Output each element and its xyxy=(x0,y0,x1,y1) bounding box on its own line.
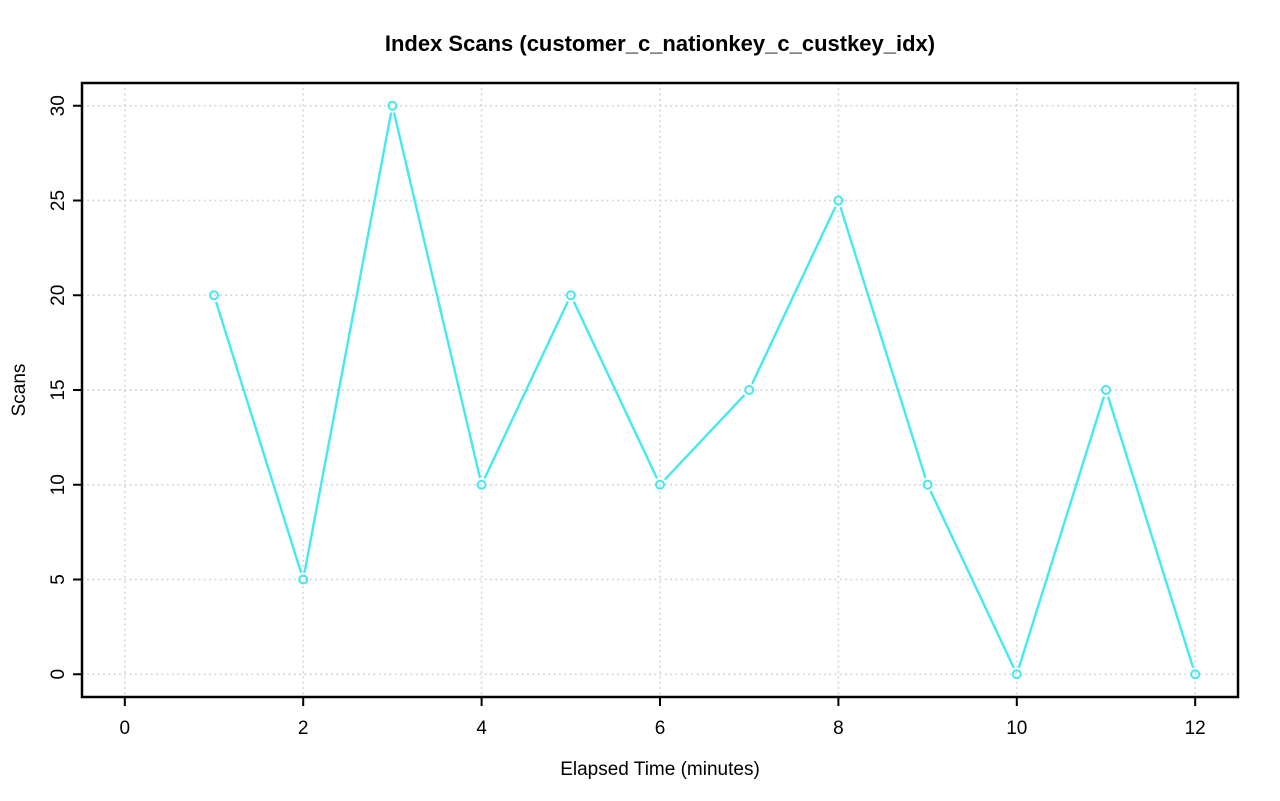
x-tick-label: 4 xyxy=(476,718,487,739)
y-tick-label: 0 xyxy=(48,669,69,680)
series-line-segment xyxy=(839,206,927,479)
data-point-marker xyxy=(1100,385,1111,395)
data-point-marker xyxy=(922,479,933,490)
data-point-marker xyxy=(298,574,309,585)
x-tick-label: 8 xyxy=(833,718,844,739)
y-tick-label: 25 xyxy=(48,190,69,211)
y-axis-label: Scans xyxy=(9,364,30,417)
grid-layer xyxy=(82,83,1238,697)
data-point-marker xyxy=(1190,669,1201,680)
series-line-segment xyxy=(751,206,837,384)
x-tick-label: 12 xyxy=(1185,718,1206,739)
data-point-marker xyxy=(744,385,755,395)
x-tick-label: 0 xyxy=(120,718,131,739)
data-point-marker xyxy=(565,290,576,301)
data-point-marker xyxy=(476,479,487,490)
x-tick-label: 2 xyxy=(298,718,309,739)
y-tick-label: 30 xyxy=(48,95,69,116)
series-line-segment xyxy=(215,301,303,574)
series-line-segment xyxy=(664,394,745,481)
y-tick-label: 5 xyxy=(48,574,69,585)
x-tick-label: 6 xyxy=(655,718,666,739)
data-series xyxy=(209,100,1201,680)
data-point-marker xyxy=(833,195,844,206)
series-line-segment xyxy=(393,112,481,479)
series-line-segment xyxy=(303,112,393,573)
series-line-segment xyxy=(1017,396,1105,668)
x-tick-label: 10 xyxy=(1006,718,1027,739)
series-line-segment xyxy=(483,301,569,479)
data-point-marker xyxy=(387,100,398,111)
data-point-marker xyxy=(1011,669,1022,680)
y-tick-label: 20 xyxy=(48,285,69,306)
y-tick-label: 15 xyxy=(48,379,69,400)
series-line-segment xyxy=(573,301,658,479)
y-tick-label: 10 xyxy=(48,474,69,495)
series-line-segment xyxy=(929,490,1015,669)
data-point-marker xyxy=(655,479,665,490)
series-line-segment xyxy=(1107,396,1194,668)
chart-title: Index Scans (customer_c_nationkey_c_cust… xyxy=(385,31,935,56)
axis-layer: 0 2 4 6 8 10 12 0 5 10 15 20 25 30 xyxy=(48,95,1206,739)
plot-border-box xyxy=(80,81,1240,699)
data-point-marker xyxy=(209,290,220,301)
x-axis-label: Elapsed Time (minutes) xyxy=(560,759,760,780)
